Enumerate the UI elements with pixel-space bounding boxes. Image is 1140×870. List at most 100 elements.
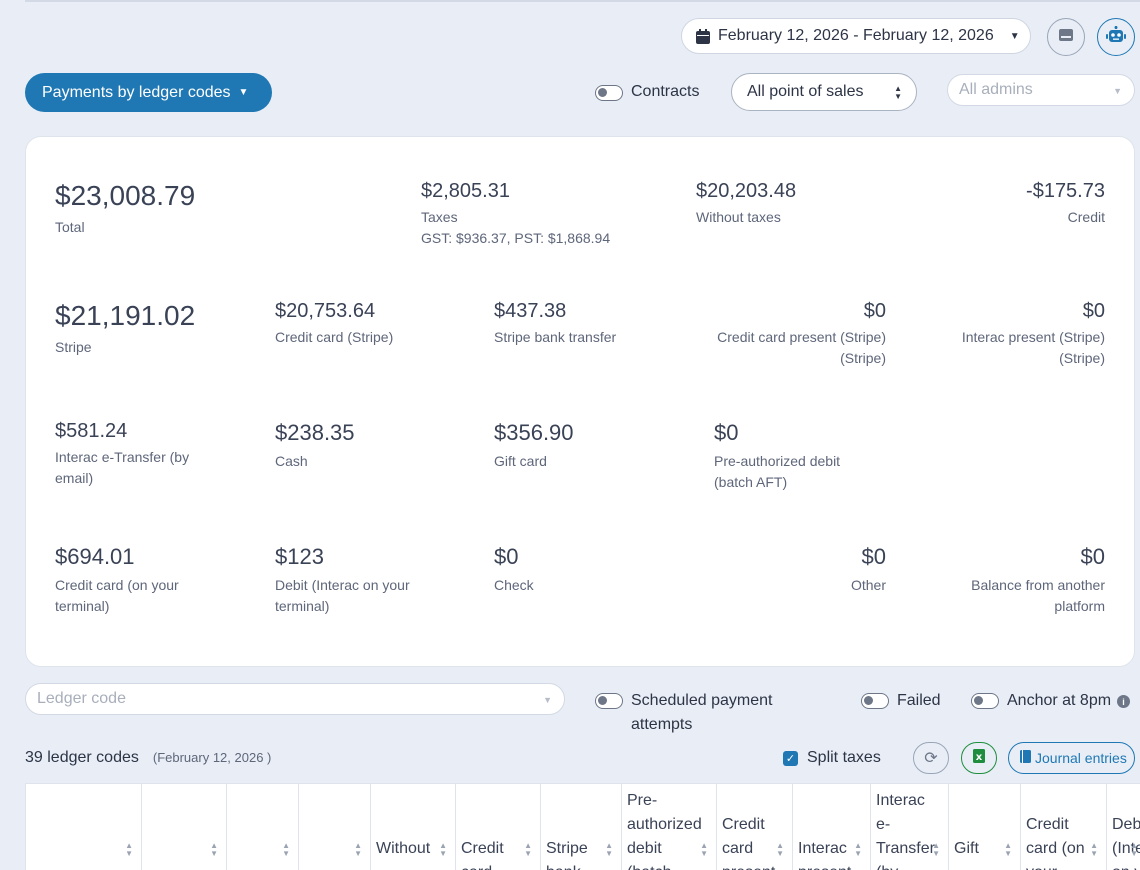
column-header[interactable]: Pre- authorized debit (batch▲▼ [622,784,717,870]
anchor-8pm-toggle[interactable]: Anchor at 8pm i [971,689,1131,713]
robot-button[interactable] [1097,18,1135,56]
stat-label: Total [55,219,85,235]
sort-icon[interactable]: ▲ ▼ [700,841,708,858]
stat-label: Credit [1067,209,1105,225]
stat-amount: $123 [275,544,324,569]
toggle-switch[interactable] [595,85,623,101]
column-header[interactable]: Credit card ▲▼ [456,784,541,870]
stat-amount: $238.35 [275,420,355,445]
admins-select[interactable]: All admins ▼ [947,74,1135,106]
calendar-icon [696,28,710,44]
stat-amount: $0 [1082,300,1105,322]
stat-other: $0 Other [696,543,886,596]
column-header-label: Pre- authorized debit (batch [627,792,702,870]
top-divider [25,0,1140,2]
sort-icon[interactable]: ▲ ▼ [439,841,447,858]
toggle-switch[interactable] [595,693,623,709]
stat-stripe-bank-transfer: $437.38 Stripe bank transfer [494,299,616,348]
toggle-switch[interactable] [861,693,889,709]
stat-label: Cash [275,453,308,469]
stat-preauthorized-debit: $0 Pre-authorized debit (batch AFT) [714,419,874,493]
column-header-label: Stripe bank [546,840,588,870]
column-header-label: Credit card (on your [1026,816,1085,870]
stat-amount: $0 [714,420,739,445]
column-header[interactable]: ▲ ▼ [227,784,299,870]
column-header[interactable]: ▲ ▼ [26,784,142,870]
stat-label: Without taxes [696,209,781,225]
column-header-label: Gift [954,840,979,857]
report-type-label: Payments by ledger codes [42,83,231,101]
column-header-label: Credit card present [722,816,775,870]
info-icon[interactable]: i [1117,695,1131,708]
stat-label: Interac present (Stripe) (Stripe) [961,329,1105,366]
failed-toggle[interactable]: Failed [861,689,941,713]
contracts-toggle[interactable]: Contracts [595,83,699,101]
column-header[interactable]: ▲ ▼ [142,784,227,870]
stat-taxes: $2,805.31 Taxes GST: $936.37, PST: $1,86… [421,179,610,249]
chevron-down-icon: ▼ [1009,30,1020,42]
stat-amount: $0 [861,544,886,569]
column-header[interactable]: Credit card present▲▼ [717,784,793,870]
point-of-sale-value: All point of sales [747,83,864,100]
robot-icon [1106,25,1126,49]
column-header[interactable]: Credit card (on your ▲▼ [1021,784,1107,870]
column-header[interactable]: Without ▲ ▼ [371,784,456,870]
stat-label: Gift card [494,453,547,469]
stat-label: Credit card present (Stripe) (Stripe) [717,329,886,366]
stat-label: Taxes [421,209,458,225]
column-header-label: Without [376,840,431,857]
sort-icon[interactable]: ▲ ▼ [776,841,784,858]
stat-label: Credit card (Stripe) [275,329,394,345]
stat-debit-terminal: $123 Debit (Interac on your terminal) [275,543,435,617]
sort-icon[interactable]: ▲ ▼ [1130,841,1138,858]
stat-amount: $581.24 [55,420,128,442]
column-header[interactable]: Interac present▲▼ [793,784,871,870]
ledger-code-select[interactable]: Ledger code ▼ [25,683,565,715]
sort-icon[interactable]: ▲ ▼ [354,841,362,858]
sort-icon[interactable]: ▲ ▼ [605,841,613,858]
report-type-dropdown[interactable]: Payments by ledger codes ▼ [25,73,272,112]
anchor-toggle-label: Anchor at 8pm [1007,692,1112,709]
scheduled-attempts-toggle[interactable]: Scheduled payment attempts [595,689,795,737]
refresh-button[interactable]: ⟳ [913,742,949,774]
sort-icon[interactable]: ▲ ▼ [282,841,290,858]
export-excel-button[interactable]: x [961,742,997,774]
card-view-icon [1058,27,1074,48]
stat-tax-detail: GST: $936.37, PST: $1,868.94 [421,230,611,246]
stat-amount: $437.38 [494,300,567,322]
column-header[interactable]: Stripe bank ▲▼ [541,784,622,870]
column-header[interactable]: Interac e- Transfer (by▲▼ [871,784,949,870]
stat-credit-card-present: $0 Credit card present (Stripe) (Stripe) [696,299,886,369]
sort-icon[interactable]: ▲ ▼ [854,841,862,858]
stat-label: Other [850,577,886,593]
stat-amount: -$175.73 [1026,180,1105,202]
stat-label: Stripe bank transfer [494,329,617,345]
svg-text:x: x [976,752,983,763]
date-range-picker[interactable]: February 12, 2026 - February 12, 2026 ▼ [681,18,1031,54]
sort-icon[interactable]: ▲ ▼ [1090,841,1098,858]
point-of-sale-select[interactable]: All point of sales ▲ ▼ [731,73,917,111]
sort-icon[interactable]: ▲ ▼ [210,841,218,858]
sort-icon[interactable]: ▲ ▼ [932,841,940,858]
sort-icon[interactable]: ▲ ▼ [524,841,532,858]
stat-amount: $694.01 [55,544,135,569]
chevron-down-icon: ▼ [543,695,552,705]
checkbox-checked-icon[interactable]: ✓ [783,750,798,766]
toggle-switch[interactable] [971,693,999,709]
stat-without-taxes: $20,203.48 Without taxes [696,179,796,228]
journal-entries-label: Journal entries [1035,750,1127,766]
stat-amount: $356.90 [494,420,574,445]
sort-icon[interactable]: ▲ ▼ [1004,841,1012,858]
stat-check: $0 Check [494,543,534,596]
stat-amount: $0 [1080,544,1105,569]
stat-amount: $2,805.31 [421,180,510,202]
column-header-label: Debi (Inte on y [1112,816,1140,870]
column-header[interactable]: Debi (Inte on y▲▼ [1107,784,1140,870]
sort-icon[interactable]: ▲ ▼ [125,841,133,858]
journal-entries-button[interactable]: Journal entries [1008,742,1135,774]
column-header[interactable]: Gift ▲ ▼ [949,784,1021,870]
column-header-label: Interac e- Transfer (by [876,792,935,870]
column-header[interactable]: ▲ ▼ [299,784,371,870]
card-view-button[interactable] [1047,18,1085,56]
split-taxes-checkbox[interactable]: ✓ Split taxes [783,749,881,767]
